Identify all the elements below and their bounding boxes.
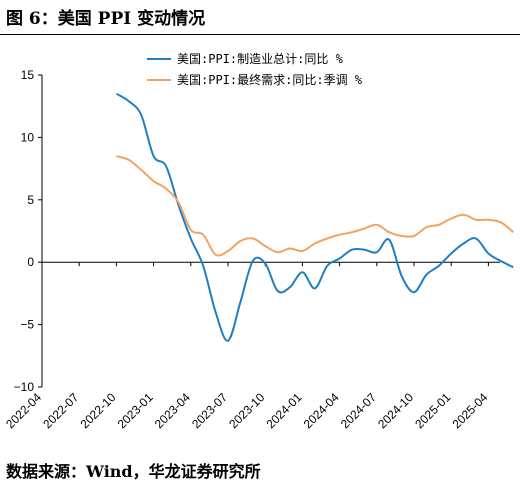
x-tick-label: 2023-10 (226, 390, 267, 431)
legend: 美国:PPI:制造业总计:同比 % 美国:PPI:最终需求:同比:季调 % (147, 52, 363, 87)
x-tick-label: 2024-07 (338, 390, 379, 431)
y-tick-label: 5 (27, 193, 34, 207)
x-tick-label: 2022-04 (3, 390, 44, 431)
x-tick-label: 2022-07 (40, 390, 81, 431)
x-tick-label: 2025-04 (449, 390, 490, 431)
y-tick-label: −5 (20, 318, 34, 332)
x-axis: 2022-042022-072022-102023-012023-042023-… (3, 261, 500, 431)
y-tick-label: 15 (21, 68, 35, 82)
series-line-2 (116, 155, 514, 257)
y-tick-label: 0 (27, 255, 34, 269)
series-line-1 (115, 92, 514, 342)
figure-title: 图 6：美国 PPI 变动情况 (6, 9, 206, 29)
x-tick-label: 2023-04 (152, 390, 193, 431)
x-tick-label: 2023-01 (115, 390, 156, 431)
series-group (115, 92, 514, 342)
x-tick-label: 2025-01 (412, 390, 453, 431)
title-divider (0, 34, 520, 35)
x-tick-label: 2023-07 (189, 390, 230, 431)
x-tick-label: 2024-04 (301, 390, 342, 431)
y-tick-label: 10 (21, 130, 35, 144)
source-note: 数据来源：Wind，华龙证券研究所 (6, 462, 261, 481)
y-axis: −10 −5 0 5 10 15 (14, 68, 43, 394)
legend-label-2: 美国:PPI:最终需求:同比:季调 % (177, 72, 363, 87)
y-tick-label: −10 (14, 380, 35, 394)
x-tick-label: 2024-01 (263, 390, 304, 431)
legend-label-1: 美国:PPI:制造业总计:同比 % (177, 52, 344, 66)
x-tick-label: 2022-10 (77, 390, 118, 431)
x-tick-label: 2024-10 (375, 390, 416, 431)
